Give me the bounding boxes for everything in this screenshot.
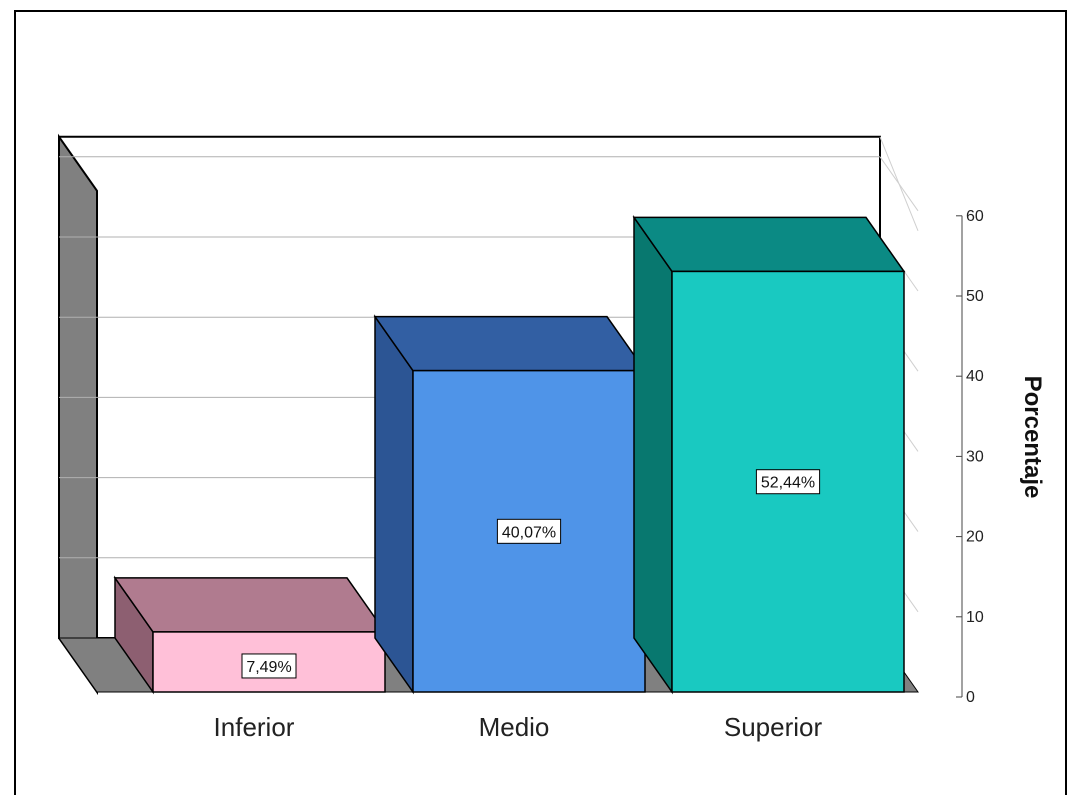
data-label-box	[241, 653, 297, 679]
y-tick-label: 10	[966, 609, 984, 626]
y-tick-label: 60	[966, 208, 984, 225]
y-tick-label: 30	[966, 448, 984, 465]
bars: 7,49% 40,07% 52,44%	[113, 215, 906, 695]
bar-side-face	[633, 215, 673, 695]
y-tick-label: 40	[966, 368, 984, 385]
data-label: 7,49%	[246, 659, 291, 676]
bar-inferior: 7,49%	[113, 575, 387, 695]
data-label-box	[755, 469, 821, 495]
bar-side-face	[374, 314, 414, 695]
left-wall	[58, 133, 98, 696]
data-label: 52,44%	[761, 475, 815, 492]
y-axis-title: Porcentaje	[1019, 376, 1046, 499]
x-axis-categories: Inferior Medio Superior	[214, 712, 823, 742]
bar-superior: 52,44%	[632, 215, 906, 695]
y-tick-label: 20	[966, 529, 984, 546]
right-depth-edge	[879, 136, 919, 231]
bar-top-face	[113, 577, 387, 633]
bar-top-face	[632, 216, 906, 273]
y-axis-ticks: 0 10 20 30 40 50 60	[956, 208, 984, 706]
bar-top-face	[373, 315, 647, 372]
bar-medio: 40,07%	[373, 314, 647, 695]
y-tick-label: 0	[966, 689, 975, 706]
data-label: 40,07%	[502, 524, 556, 541]
x-category-label: Superior	[724, 712, 823, 742]
data-label-box	[496, 518, 562, 544]
x-category-label: Inferior	[214, 712, 295, 742]
x-category-label: Medio	[479, 712, 550, 742]
y-tick-label: 50	[966, 288, 984, 305]
